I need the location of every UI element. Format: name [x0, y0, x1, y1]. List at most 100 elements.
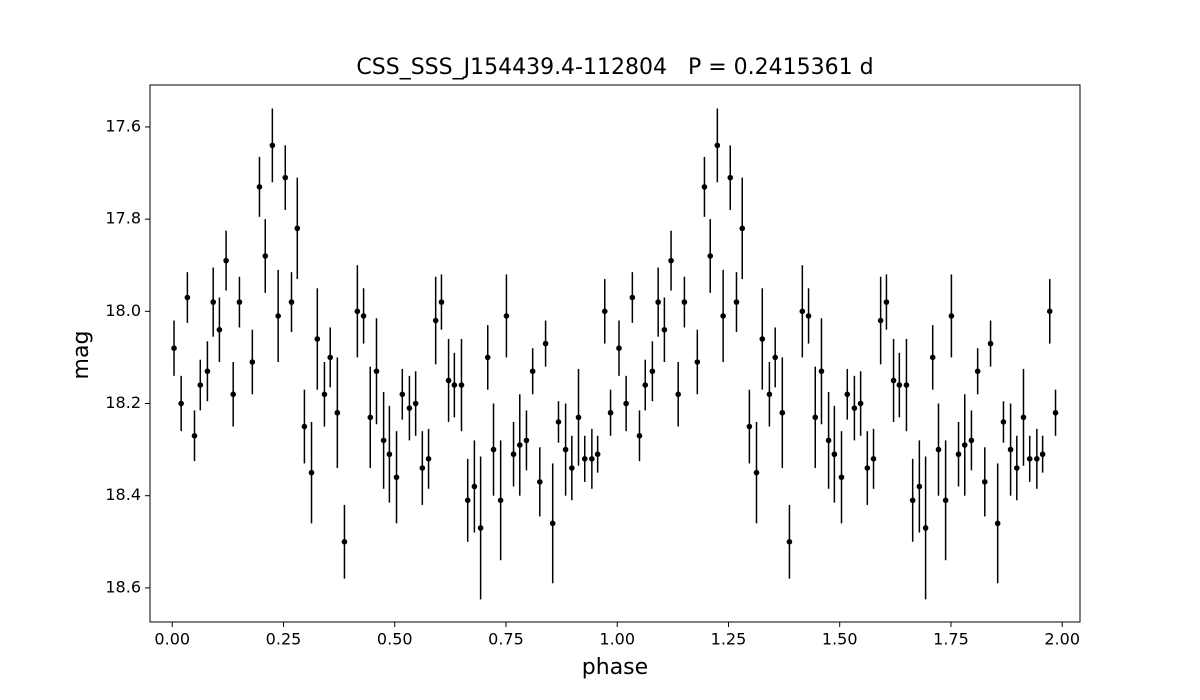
data-point [562, 446, 569, 453]
data-point [529, 368, 536, 375]
plot-frame [149, 84, 1081, 623]
data-point [321, 391, 328, 398]
data-point [464, 497, 471, 504]
data-point [1026, 456, 1033, 462]
data-point [1007, 446, 1014, 453]
data-point [675, 391, 681, 398]
data-point [844, 391, 851, 398]
data-point [746, 423, 753, 430]
data-point [191, 432, 198, 439]
data-point [896, 382, 903, 388]
data-point [987, 340, 994, 347]
data-point [354, 308, 361, 315]
data-point [1000, 419, 1007, 425]
data-point [968, 437, 975, 444]
data-point [636, 432, 643, 439]
data-point [288, 299, 295, 305]
data-point [451, 382, 458, 388]
data-point [681, 299, 688, 305]
data-point [549, 520, 556, 527]
x-tick-label: 1.75 [933, 630, 969, 649]
data-point [282, 174, 289, 181]
data-point [607, 409, 614, 416]
data-point [877, 317, 884, 324]
data-point [922, 525, 929, 531]
data-point [223, 257, 229, 264]
data-point [1052, 409, 1059, 416]
data-point [503, 313, 510, 319]
data-point [406, 405, 413, 411]
data-point [204, 368, 211, 375]
data-point [445, 377, 452, 384]
data-point [497, 497, 504, 504]
y-tick-label: 18.6 [105, 577, 141, 596]
data-point [727, 174, 734, 181]
data-point [216, 326, 223, 333]
y-axis-label: mag [69, 331, 94, 380]
data-point [490, 446, 497, 453]
data-point [516, 442, 523, 448]
data-point [701, 184, 708, 190]
data-point [733, 299, 740, 305]
data-point [314, 336, 321, 342]
data-point [825, 437, 832, 444]
data-point [327, 354, 334, 361]
data-point [367, 414, 374, 421]
data-point [707, 253, 714, 259]
data-point [981, 479, 988, 485]
x-axis-label: phase [582, 655, 648, 680]
data-point [883, 299, 890, 305]
data-point [864, 465, 871, 471]
data-point [694, 359, 701, 365]
data-point [341, 538, 348, 545]
data-point [799, 308, 806, 315]
data-point [256, 184, 263, 190]
x-tick-label: 0.75 [488, 630, 524, 649]
y-tick-label: 18.0 [105, 301, 141, 320]
data-point [720, 313, 726, 319]
data-point [1046, 308, 1053, 315]
data-point [805, 313, 812, 319]
data-point [753, 469, 760, 476]
data-point [649, 368, 656, 375]
data-point [601, 308, 608, 315]
data-point [1039, 451, 1046, 458]
chart-title: CSS_SSS_J154439.4-112804 P = 0.2415361 d [356, 55, 873, 80]
data-point [523, 437, 530, 444]
data-point [629, 294, 636, 301]
data-point [432, 317, 439, 324]
data-point [961, 442, 968, 448]
data-point [916, 483, 923, 490]
data-point [1020, 414, 1027, 421]
data-point [739, 225, 746, 232]
data-point [542, 340, 549, 347]
data-point [851, 405, 858, 411]
data-point [857, 400, 864, 407]
data-point [812, 414, 819, 421]
data-point [831, 451, 838, 458]
data-point [772, 354, 778, 361]
data-point [458, 382, 465, 388]
data-point [419, 465, 426, 471]
data-point [948, 313, 955, 319]
x-tick-label: 1.25 [711, 630, 747, 649]
data-point [412, 400, 419, 407]
data-point [171, 345, 177, 351]
data-point [230, 391, 237, 398]
x-tick-label: 1.00 [599, 630, 635, 649]
x-tick-label: 0.25 [266, 630, 302, 649]
data-point [399, 391, 406, 398]
data-point [655, 299, 661, 305]
data-point [334, 409, 341, 416]
x-tick-label: 0.50 [377, 630, 413, 649]
data-point [714, 142, 721, 149]
data-point [373, 368, 380, 375]
data-point [360, 313, 367, 319]
data-point [555, 419, 562, 425]
data-point [301, 423, 308, 430]
data-point [380, 437, 387, 444]
data-point [818, 368, 825, 375]
data-point [575, 414, 582, 421]
